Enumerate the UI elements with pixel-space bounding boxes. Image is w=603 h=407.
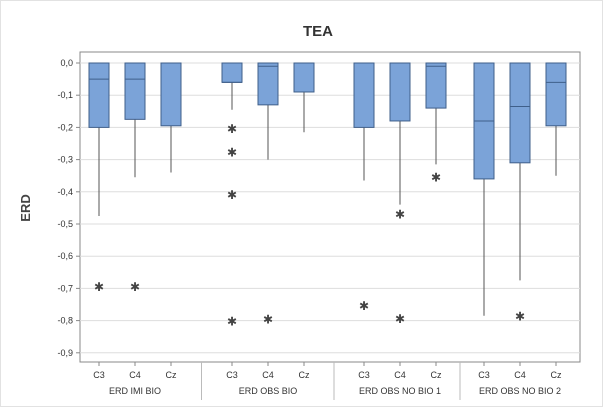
plot-frame xyxy=(79,51,581,363)
x-tick-label: C4 xyxy=(262,370,274,380)
y-tick-label: -0,3 xyxy=(57,155,73,165)
box-iqr xyxy=(221,62,243,83)
y-tick-label: -0,1 xyxy=(57,90,73,100)
outlier-point: ✱ xyxy=(431,171,441,185)
x-tick-label: Cz xyxy=(299,370,310,380)
x-group-label: ERD IMI BIO xyxy=(109,386,161,396)
x-group-label: ERD OBS NO BIO 2 xyxy=(479,386,561,396)
x-tick-label: C4 xyxy=(129,370,141,380)
x-tick-label: C4 xyxy=(514,370,526,380)
x-tick-label: C3 xyxy=(358,370,370,380)
y-tick-label: -0,8 xyxy=(57,316,73,326)
box-iqr xyxy=(124,62,146,120)
box-iqr xyxy=(160,62,182,127)
x-tick-label: Cz xyxy=(431,370,442,380)
plot-area: 0,0 -0,1 -0,2 -0,3 -0,4 -0,5 -0,6 -0,7 -0,8 -0,9 ✱… xyxy=(57,51,581,400)
outlier-point: ✱ xyxy=(227,122,237,136)
box-iqr xyxy=(545,62,567,127)
y-tick-label: -0,7 xyxy=(57,283,73,293)
box-iqr xyxy=(353,62,375,128)
outlier-point: ✱ xyxy=(359,299,369,313)
outlier-point: ✱ xyxy=(94,280,104,294)
x-tick-label: C4 xyxy=(394,370,406,380)
x-tick-label: C3 xyxy=(226,370,238,380)
outlier-point: ✱ xyxy=(263,313,273,327)
x-tick-label: Cz xyxy=(166,370,177,380)
outlier-point: ✱ xyxy=(395,207,405,221)
y-tick-label: -0,2 xyxy=(57,122,73,132)
x-tick-label: Cz xyxy=(551,370,562,380)
y-tick-label: 0,0 xyxy=(60,58,73,68)
x-group-label: ERD OBS NO BIO 1 xyxy=(359,386,441,396)
outlier-point: ✱ xyxy=(227,315,237,329)
x-tick-label: C3 xyxy=(478,370,490,380)
box-iqr xyxy=(257,62,279,106)
y-tick-label: -0,5 xyxy=(57,219,73,229)
outlier-point: ✱ xyxy=(227,188,237,202)
outlier-point: ✱ xyxy=(395,312,405,326)
outlier-point: ✱ xyxy=(130,280,140,294)
box-iqr xyxy=(425,62,447,109)
chart-title: TEA xyxy=(303,23,333,40)
box-iqr xyxy=(389,62,411,122)
box-iqr xyxy=(509,62,531,164)
x-tick-label: C3 xyxy=(93,370,105,380)
box-iqr xyxy=(88,62,110,128)
box-iqr xyxy=(293,62,315,93)
y-tick-label: -0,4 xyxy=(57,187,73,197)
y-tick-label: -0,9 xyxy=(57,348,73,358)
outlier-point: ✱ xyxy=(227,146,237,160)
x-group-label: ERD OBS BIO xyxy=(239,386,298,396)
y-tick-label: -0,6 xyxy=(57,251,73,261)
outlier-point: ✱ xyxy=(515,310,525,324)
y-axis-title: ERD xyxy=(18,194,33,221)
